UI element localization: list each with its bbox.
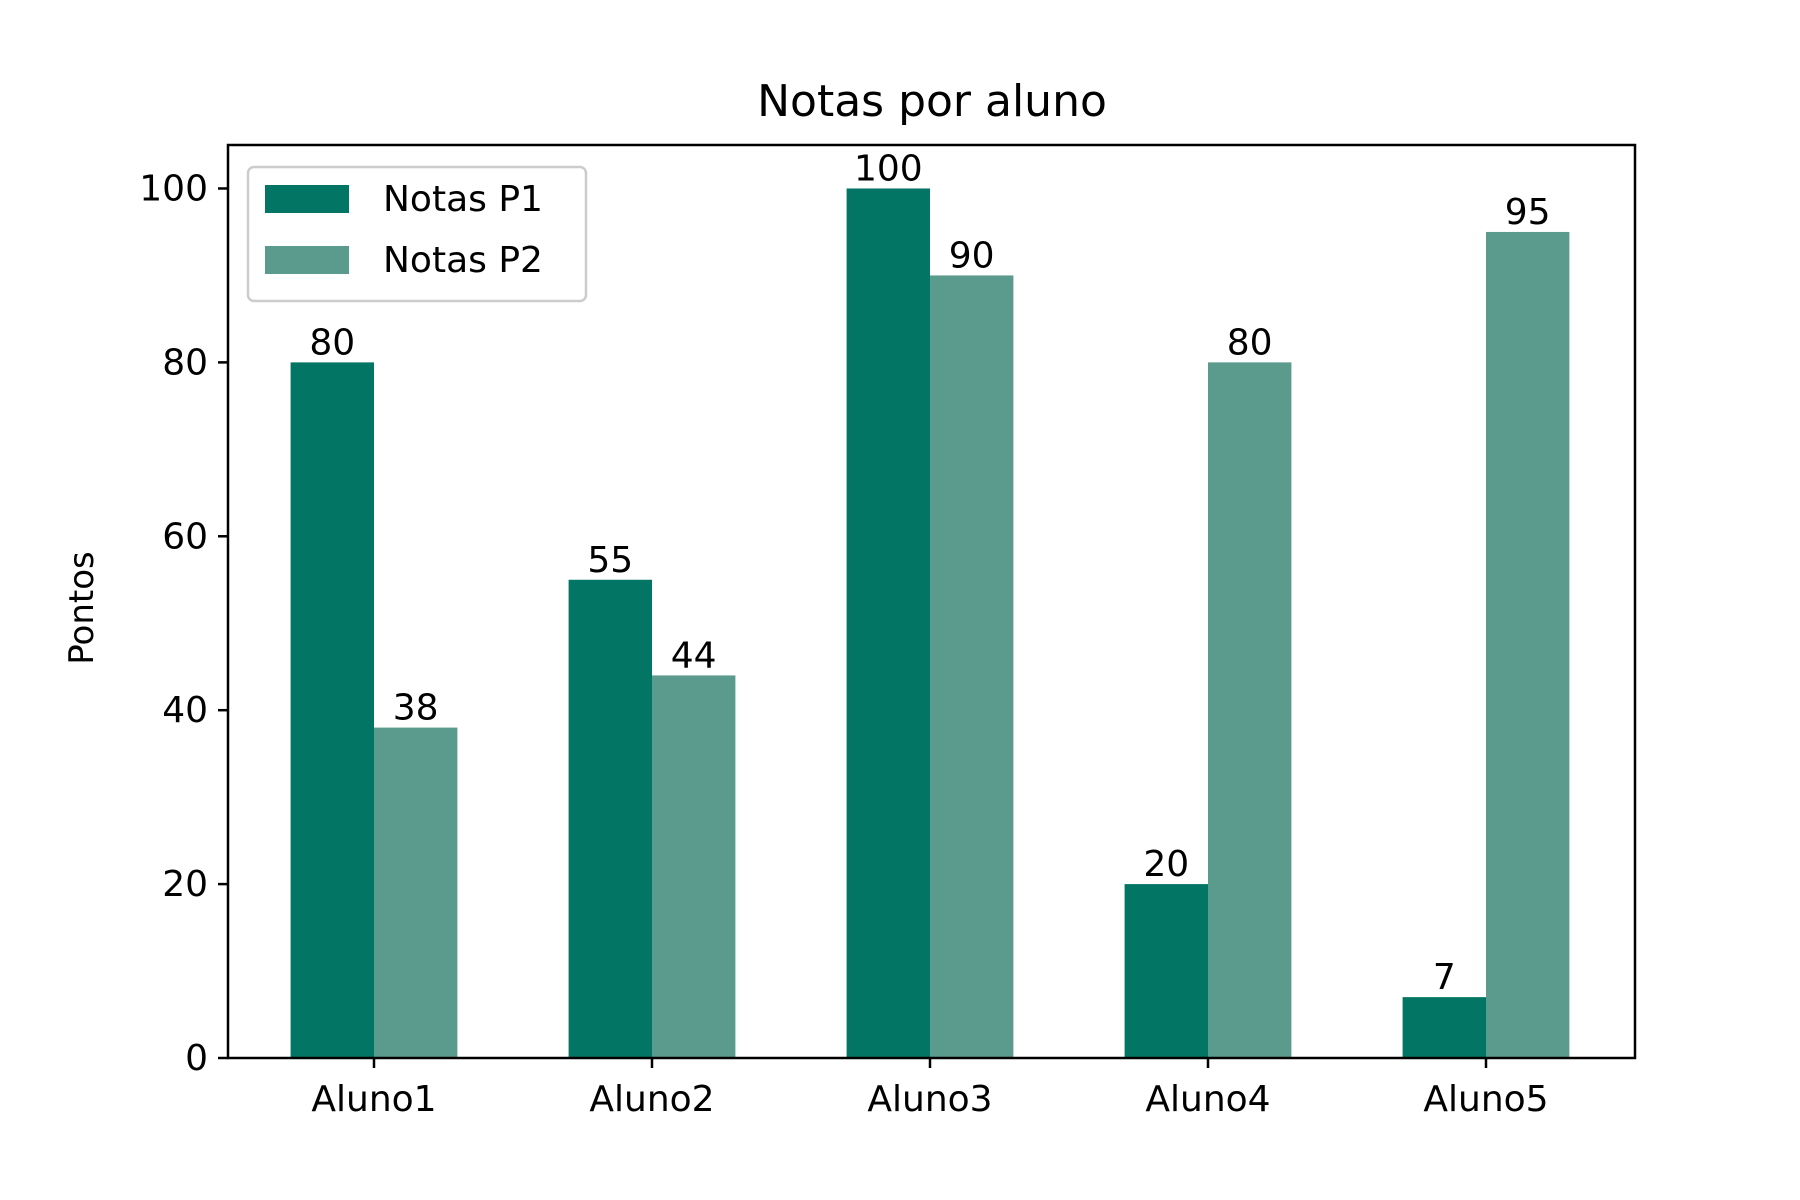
legend-swatch-notas-p1 <box>265 185 349 213</box>
x-tick-label: Aluno5 <box>1423 1079 1548 1120</box>
data-label: 100 <box>854 148 923 189</box>
data-label: 80 <box>309 322 355 363</box>
bar-notas-p2-aluno2 <box>652 675 736 1058</box>
data-label: 80 <box>1227 322 1273 363</box>
data-label: 38 <box>393 688 439 729</box>
data-label: 20 <box>1143 844 1189 885</box>
y-tick-label: 0 <box>185 1038 208 1079</box>
legend-swatch-notas-p2 <box>265 246 349 274</box>
y-tick-label: 100 <box>139 168 208 209</box>
y-tick-label: 20 <box>162 864 208 905</box>
data-labels-layer: 80 38 55 44 100 90 20 80 7 95 <box>309 148 1550 998</box>
x-tick-label: Aluno3 <box>867 1079 992 1120</box>
plot-frame <box>226 143 1637 1060</box>
y-tick-label: 80 <box>162 342 208 383</box>
data-label: 55 <box>587 540 633 581</box>
y-axis-label: Pontos <box>62 551 102 665</box>
legend: Notas P1 Notas P2 <box>246 165 588 303</box>
legend-label-notas-p2: Notas P2 <box>383 240 543 281</box>
x-tick-label: Aluno2 <box>589 1079 714 1120</box>
x-axis: Aluno1 Aluno2 Aluno3 Aluno4 Aluno5 <box>311 1058 1549 1120</box>
y-tick-label: 60 <box>162 516 208 557</box>
bar-notas-p1-aluno4 <box>1124 884 1208 1058</box>
bar-notas-p2-aluno5 <box>1486 231 1570 1058</box>
chart-title: Notas por aluno <box>757 76 1107 127</box>
data-label: 7 <box>1433 957 1456 998</box>
y-axis: 0 20 40 60 80 100 <box>139 168 228 1079</box>
bar-notas-p1-aluno5 <box>1402 997 1486 1058</box>
bar-notas-p1-aluno2 <box>568 579 652 1058</box>
bars-layer <box>290 188 1570 1058</box>
bar-notas-p1-aluno1 <box>290 362 374 1058</box>
y-tick-label: 40 <box>162 690 208 731</box>
bar-notas-p2-aluno4 <box>1208 362 1292 1058</box>
data-label: 95 <box>1505 192 1551 233</box>
data-label: 90 <box>949 235 995 276</box>
bar-notas-p2-aluno1 <box>374 727 458 1058</box>
x-tick-label: Aluno4 <box>1145 1079 1270 1120</box>
bar-notas-p2-aluno3 <box>930 275 1014 1058</box>
bar-notas-p1-aluno3 <box>846 188 930 1058</box>
x-tick-label: Aluno1 <box>311 1079 436 1120</box>
data-label: 44 <box>671 635 717 676</box>
legend-label-notas-p1: Notas P1 <box>383 179 543 220</box>
